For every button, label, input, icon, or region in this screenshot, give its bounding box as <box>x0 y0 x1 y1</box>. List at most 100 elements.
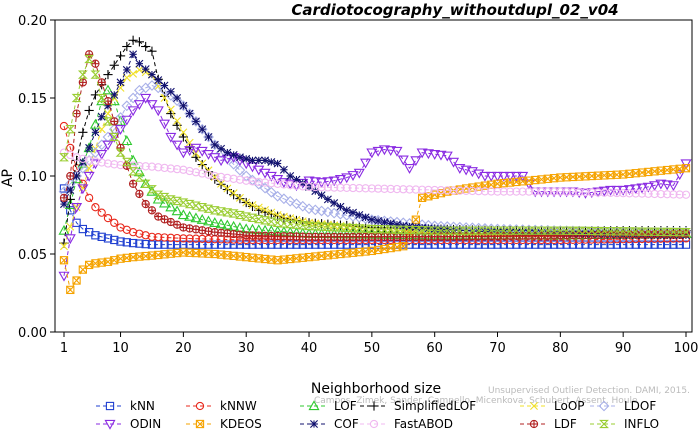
data-point-fastabod <box>593 188 603 197</box>
data-point-lof <box>58 224 70 235</box>
data-point-knn <box>505 240 515 249</box>
data-point-cof <box>317 191 326 200</box>
data-point-lof <box>171 205 183 216</box>
y-tick-label: 0.15 <box>18 92 47 107</box>
data-point-inflo <box>354 224 365 233</box>
data-point-odin <box>416 148 428 159</box>
data-point-fastabod <box>625 189 634 198</box>
data-point-loop <box>235 193 244 202</box>
series-knn <box>59 184 691 249</box>
data-point-simplifiedlof <box>109 60 119 70</box>
data-point-fastabod <box>518 187 527 196</box>
data-point-ldf <box>78 78 87 87</box>
legend-label-loop: LoOP <box>554 399 585 413</box>
data-point-ldf <box>128 179 138 188</box>
data-point-knn <box>461 240 471 249</box>
data-point-inflo <box>77 70 88 79</box>
data-point-fastabod <box>681 190 691 199</box>
data-point-odin <box>661 180 673 191</box>
data-point-cof <box>122 65 131 74</box>
data-point-knnw <box>154 233 163 242</box>
data-point-knn <box>248 240 257 249</box>
data-point-ldof <box>203 131 214 143</box>
data-point-cof <box>279 165 288 174</box>
data-point-inflo <box>310 222 321 231</box>
data-point-knn <box>279 240 289 249</box>
legend-item-knnw: kNNW <box>186 399 257 413</box>
data-point-knn <box>141 239 150 249</box>
data-point-knnw <box>160 233 169 242</box>
data-point-cof <box>286 172 295 180</box>
data-point-odin <box>303 176 315 187</box>
data-point-fastabod <box>575 187 584 197</box>
legend-item-ldof: LDOF <box>590 399 656 413</box>
data-point-ldof <box>177 100 189 112</box>
data-point-odin <box>429 150 441 160</box>
data-point-inflo <box>65 125 76 134</box>
data-point-inflo <box>410 225 421 235</box>
series-inflo <box>59 54 691 237</box>
legend-marker-odin <box>104 419 116 430</box>
data-point-fastabod <box>185 166 194 176</box>
data-point-knn <box>543 240 552 249</box>
data-point-inflo <box>153 190 164 199</box>
data-point-odin <box>127 106 139 117</box>
data-point-inflo <box>668 227 679 237</box>
plot-frame <box>54 19 693 333</box>
data-point-fastabod <box>229 174 238 183</box>
watermark-line-2: Campos, Zimek, Sander, Campello, Micenko… <box>314 396 638 406</box>
data-point-knn <box>575 240 584 249</box>
data-point-odin <box>64 234 76 245</box>
data-point-knn <box>524 240 534 249</box>
data-point-simplifiedlof <box>166 109 176 119</box>
data-point-fastabod <box>311 182 320 192</box>
data-point-odin <box>642 182 654 193</box>
data-point-inflo <box>655 227 666 236</box>
data-point-ldof <box>278 193 290 205</box>
data-point-knnw <box>198 234 207 244</box>
data-point-inflo <box>216 207 226 216</box>
data-point-kdeos <box>66 285 75 295</box>
data-point-fastabod <box>531 187 540 196</box>
data-point-knn <box>210 240 219 249</box>
data-point-simplifiedlof <box>172 120 182 130</box>
data-point-ldof <box>259 182 271 194</box>
y-tick-label: 0.00 <box>18 326 47 341</box>
data-point-cof <box>273 159 282 168</box>
data-point-odin <box>171 140 183 151</box>
data-point-simplifiedlof <box>128 35 138 45</box>
data-point-cof <box>217 144 226 153</box>
data-point-inflo <box>643 227 654 236</box>
legend-marker-kdeos <box>195 419 205 429</box>
data-point-odin <box>309 177 321 188</box>
data-point-ldf <box>91 59 100 68</box>
y-axis-label: AP <box>0 169 16 187</box>
data-point-cof <box>349 208 357 217</box>
data-point-loop <box>217 179 226 188</box>
data-point-knn <box>556 240 565 249</box>
data-point-ldof <box>322 206 334 218</box>
data-point-fastabod <box>631 189 640 198</box>
data-point-knn <box>562 240 571 249</box>
data-point-cof <box>185 109 194 118</box>
data-point-knnw <box>191 234 201 243</box>
data-point-odin <box>215 156 227 167</box>
data-point-inflo <box>90 70 101 79</box>
data-point-inflo <box>605 227 616 236</box>
data-point-fastabod <box>84 156 94 165</box>
data-point-cof <box>323 195 332 204</box>
data-point-simplifiedlof <box>115 51 126 61</box>
data-point-knn <box>424 240 433 249</box>
legend-marker-cof <box>310 420 318 428</box>
data-point-knn <box>59 184 69 193</box>
data-point-ldof <box>171 95 183 106</box>
data-point-fastabod <box>524 187 534 196</box>
data-point-inflo <box>272 218 283 227</box>
data-point-fastabod <box>191 168 201 177</box>
data-point-ldf <box>141 199 150 209</box>
data-point-inflo <box>128 167 139 176</box>
data-point-kdeos <box>681 164 691 173</box>
data-point-loop <box>273 211 282 219</box>
data-point-fastabod <box>292 181 301 190</box>
